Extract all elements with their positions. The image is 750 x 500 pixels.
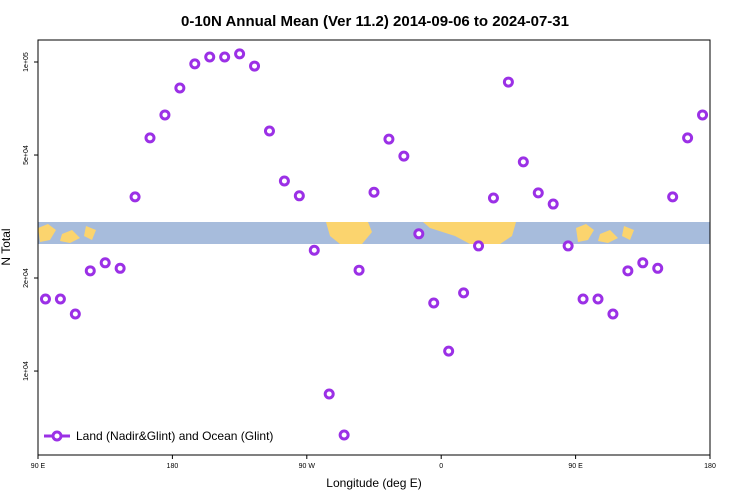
point (54, 293, 66, 305)
point (383, 133, 395, 145)
point (622, 265, 634, 277)
land (326, 222, 372, 244)
point (577, 293, 589, 305)
point (532, 187, 544, 199)
point (517, 156, 529, 168)
point (502, 76, 514, 88)
point (637, 257, 649, 269)
x-tick-label: 180 (704, 463, 716, 470)
point (278, 175, 290, 187)
land (423, 222, 516, 244)
ocean-band (38, 222, 710, 244)
point (144, 132, 156, 144)
point (69, 308, 81, 320)
x-tick-label: 0 (439, 463, 443, 470)
point (368, 186, 380, 198)
x-tick-label: 90 E (31, 463, 46, 470)
point (428, 297, 440, 309)
y-axis-label: N Total (0, 228, 13, 265)
point (114, 262, 126, 274)
legend-label: Land (Nadir&Glint) and Ocean (Glint) (76, 429, 273, 443)
plot-frame (37, 39, 711, 456)
point (398, 150, 410, 162)
point (234, 48, 246, 60)
point (263, 125, 275, 137)
map-band (38, 222, 710, 244)
point (697, 109, 709, 121)
x-axis-label: Longitude (deg E) (326, 476, 421, 490)
point (99, 257, 111, 269)
chart-title: 0-10N Annual Mean (Ver 11.2) 2014-09-06 … (181, 13, 569, 30)
point (249, 60, 261, 72)
x-tick-label: 90 E (568, 463, 583, 470)
point (607, 308, 619, 320)
point (174, 82, 186, 94)
x-tick-label: 180 (167, 463, 179, 470)
point (159, 109, 171, 121)
point (473, 240, 485, 252)
point (189, 58, 201, 70)
point (308, 244, 320, 256)
point (547, 198, 559, 210)
point (592, 293, 604, 305)
point (84, 265, 96, 277)
y-tick-label: 2e+04 (23, 268, 30, 288)
point (652, 262, 664, 274)
legend-marker (51, 430, 63, 442)
point (487, 192, 499, 204)
land (576, 224, 634, 243)
point (293, 190, 305, 202)
y-tick-label: 1e+05 (23, 52, 30, 72)
point (667, 191, 679, 203)
point (353, 264, 365, 276)
point (413, 228, 425, 240)
point (458, 287, 470, 299)
point (323, 388, 335, 400)
point (129, 191, 141, 203)
point (338, 429, 350, 441)
point (443, 345, 455, 357)
point (39, 293, 51, 305)
point (219, 51, 231, 63)
point (562, 240, 574, 252)
land (38, 224, 96, 243)
point (682, 132, 694, 144)
x-tick-label: 90 W (299, 463, 316, 470)
y-tick-label: 1e+04 (23, 361, 30, 381)
y-tick-label: 5e+04 (23, 145, 30, 165)
point (204, 51, 216, 63)
